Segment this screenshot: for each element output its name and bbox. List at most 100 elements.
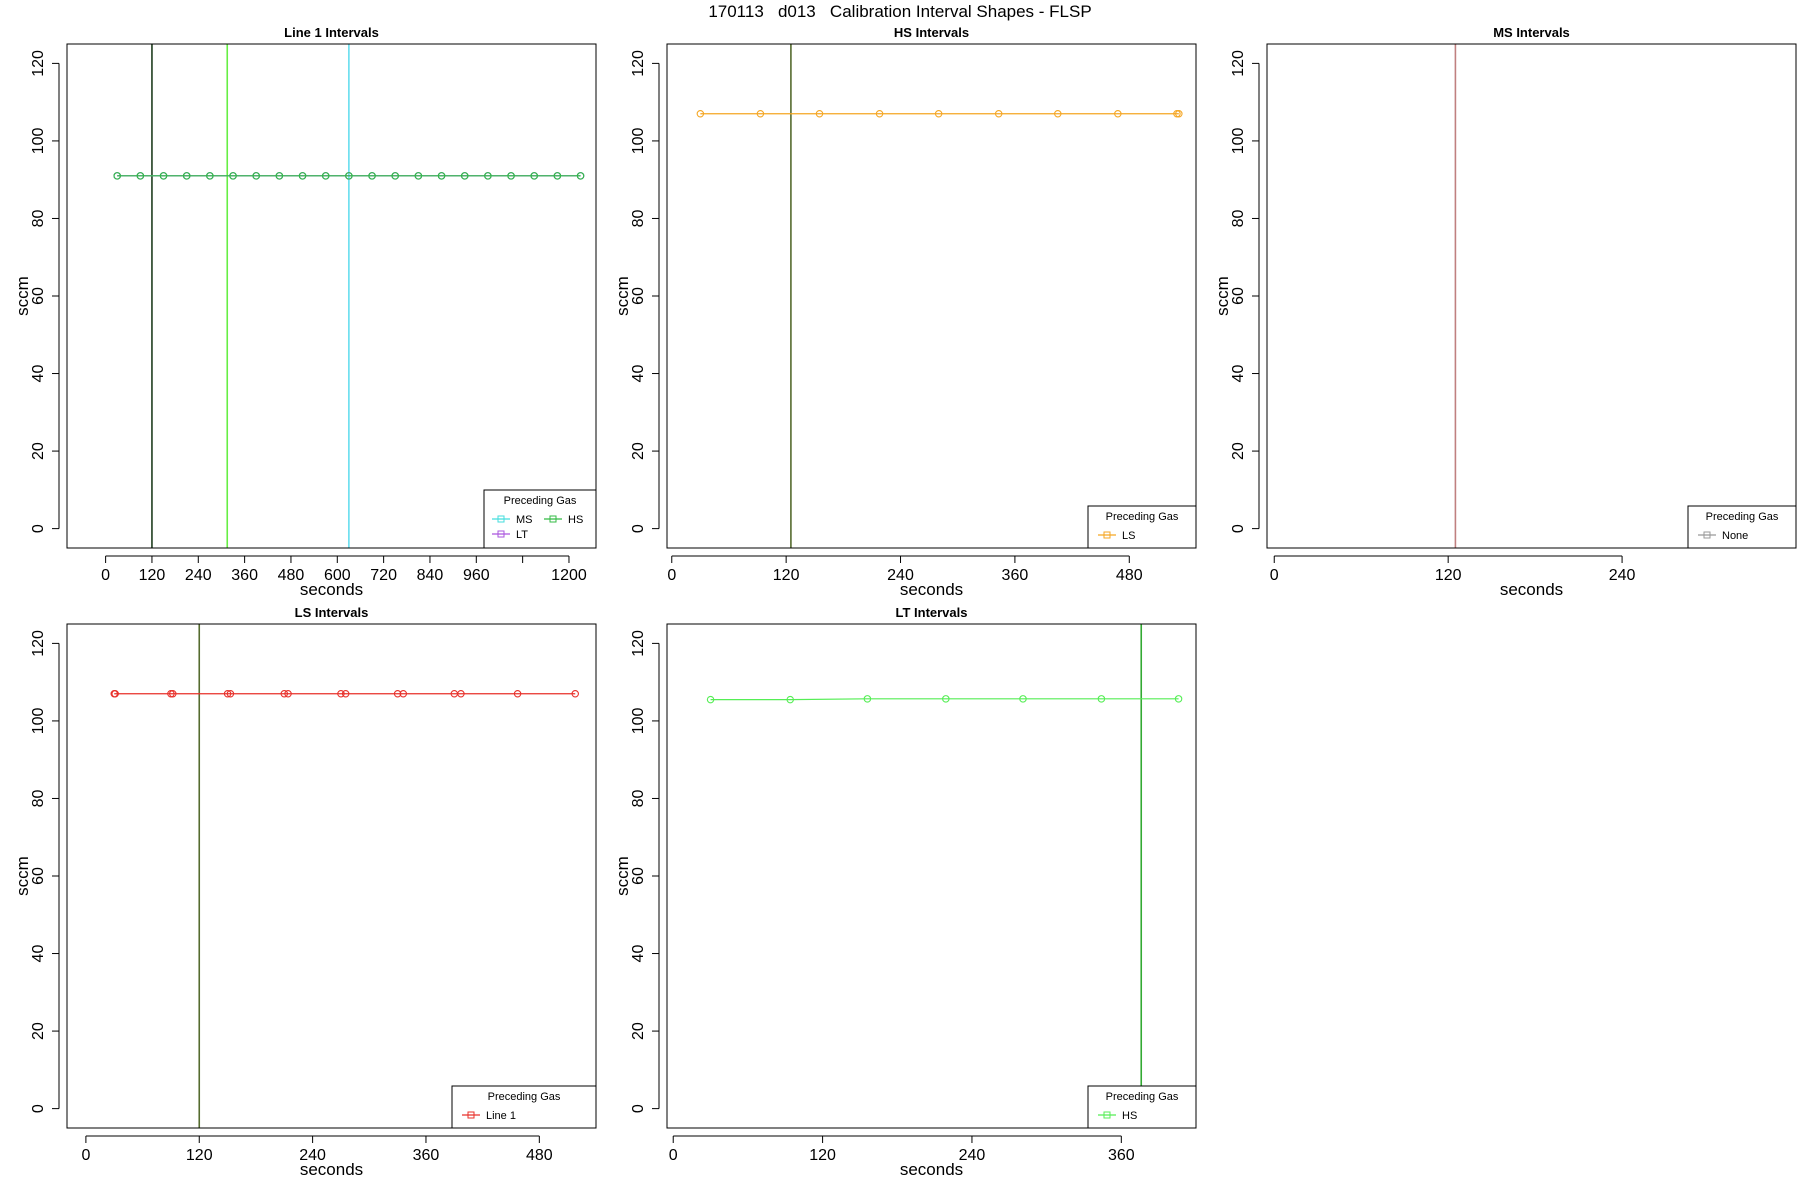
x-tick-label: 360 [413, 1147, 440, 1164]
y-tick-label: 100 [30, 707, 47, 734]
data-point [696, 110, 705, 118]
x-tick-label: 0 [81, 1147, 90, 1164]
data-point [252, 172, 260, 180]
legend-box [1087, 505, 1197, 549]
y-axis-label: sccm [613, 276, 632, 316]
legend-label: LS [1122, 530, 1135, 542]
y-tick-label: 120 [630, 630, 647, 657]
x-tick-label: 120 [1435, 567, 1462, 584]
x-tick-label: 0 [669, 1147, 678, 1164]
chart-svg-line1-intervals: Line 1 Intervals seconds sccm 0 120 240 360 480… [13, 25, 597, 599]
x-axis-label: seconds [300, 1160, 363, 1179]
y-axis-label: sccm [13, 856, 32, 896]
data-point [553, 172, 562, 180]
legend-label: HS [1122, 1110, 1137, 1122]
data-point [1114, 110, 1122, 118]
data-point [223, 690, 232, 698]
data-point [391, 172, 399, 180]
plot-frame [66, 623, 597, 1129]
data-point [399, 690, 408, 698]
y-axis-label: sccm [13, 276, 32, 316]
data-point [159, 172, 168, 180]
y-tick-label: 40 [30, 365, 47, 383]
legend-box [1687, 505, 1797, 549]
data-point [942, 695, 950, 703]
x-tick-label: 240 [959, 1147, 986, 1164]
plot-frame [666, 623, 1197, 1129]
data-point [341, 690, 350, 698]
data-point [460, 172, 469, 180]
x-axis-label: seconds [300, 580, 363, 599]
x-tick-label: 360 [1002, 567, 1029, 584]
y-tick-label: 120 [1230, 50, 1247, 77]
y-tick-label: 0 [30, 524, 47, 533]
x-tick-label: 960 [463, 567, 490, 584]
data-point [393, 690, 402, 698]
legend-label: MS [516, 514, 533, 526]
legend-marker [1703, 531, 1711, 539]
data-point [706, 695, 715, 704]
legend-marker [549, 515, 557, 523]
plot-frame [66, 43, 597, 549]
x-tick-label: 480 [278, 567, 305, 584]
legend-marker [1103, 1111, 1111, 1119]
y-tick-label: 40 [30, 945, 47, 963]
y-tick-label: 0 [630, 1104, 647, 1113]
x-tick-label: 240 [1609, 567, 1636, 584]
data-point [136, 172, 145, 180]
legend-marker [497, 515, 505, 523]
legend-box [1087, 1085, 1197, 1129]
data-point [111, 690, 119, 698]
data-point [280, 690, 289, 698]
x-tick-label: 720 [370, 567, 397, 584]
data-point [275, 172, 284, 180]
y-tick-label: 100 [630, 127, 647, 154]
legend-marker [1103, 531, 1111, 539]
chart-svg-ms-intervals: MS Intervals seconds sccm 0 120 240 0 20 40 60 80 1… [1213, 25, 1797, 599]
data-point [513, 690, 522, 698]
data-point [1054, 110, 1062, 118]
y-tick-label: 40 [1230, 365, 1247, 383]
chart-panel-lt-intervals: LT Intervals seconds sccm 0 120 240 360 0 20 40 60… [600, 600, 1200, 1180]
y-tick-label: 40 [630, 365, 647, 383]
y-tick-label: 120 [630, 50, 647, 77]
data-point [507, 172, 515, 180]
x-tick-label: 120 [809, 1147, 836, 1164]
data-point [226, 690, 235, 698]
plot-frame [1266, 43, 1797, 549]
data-point [1175, 110, 1183, 118]
data-point [815, 110, 824, 118]
y-axis-label: sccm [613, 856, 632, 896]
chart-title: MS Intervals [1493, 25, 1570, 40]
y-tick-label: 20 [30, 1022, 47, 1040]
legend-title: Preceding Gas [1106, 511, 1179, 523]
data-point [484, 172, 492, 180]
legend-title: Preceding Gas [488, 1091, 561, 1103]
y-tick-label: 60 [630, 287, 647, 305]
x-tick-label: 480 [526, 1147, 553, 1164]
x-tick-label: 0 [667, 567, 676, 584]
data-point [437, 172, 446, 180]
data-point [345, 172, 353, 180]
x-tick-label: 240 [299, 1147, 326, 1164]
x-axis-label: seconds [900, 1160, 963, 1179]
legend-label: LT [516, 529, 528, 541]
chart-panel-ls-intervals: LS Intervals seconds sccm 0 120 240 360 480 0 20 4… [0, 600, 600, 1180]
legend-label: Line 1 [486, 1110, 516, 1122]
data-point [337, 690, 345, 698]
x-tick-label: 240 [185, 567, 212, 584]
x-tick-label: 600 [324, 567, 351, 584]
y-tick-label: 80 [30, 789, 47, 807]
chart-svg-hs-intervals: HS Intervals seconds sccm 0 120 240 360 480 0 20 4… [613, 25, 1197, 599]
data-point [229, 172, 237, 180]
data-point [530, 172, 538, 180]
y-tick-label: 60 [1230, 287, 1247, 305]
x-axis-label: seconds [900, 580, 963, 599]
y-tick-label: 120 [30, 630, 47, 657]
legend-title: Preceding Gas [1106, 1091, 1179, 1103]
y-tick-label: 100 [1230, 127, 1247, 154]
legend-label: HS [568, 514, 583, 526]
y-tick-label: 40 [630, 945, 647, 963]
y-tick-label: 80 [630, 789, 647, 807]
y-tick-label: 80 [630, 209, 647, 227]
